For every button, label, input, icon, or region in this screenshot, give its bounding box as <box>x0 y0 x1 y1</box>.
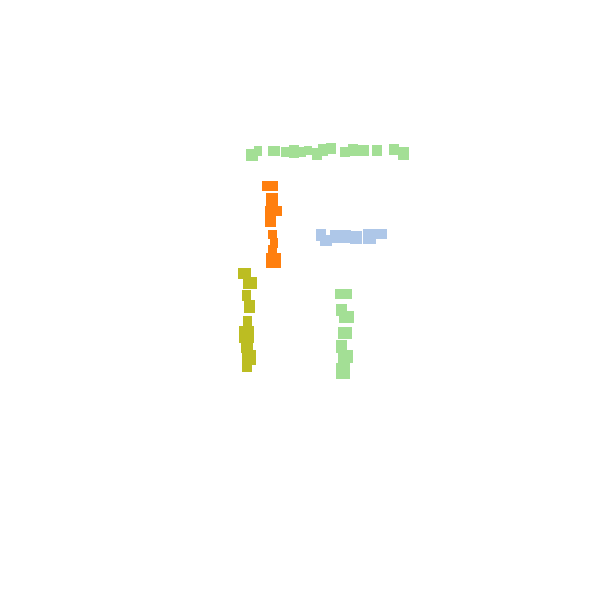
stroke-segment <box>335 289 352 299</box>
stroke-segment <box>243 316 252 328</box>
stroke-segment <box>338 350 353 363</box>
stroke-segment <box>326 143 336 154</box>
stroke-segment <box>350 231 362 244</box>
stroke-segment <box>330 230 341 243</box>
stroke-segment <box>238 268 251 279</box>
stroke-segment <box>336 304 347 316</box>
stroke-segment <box>289 145 299 158</box>
stroke-orange <box>262 181 282 268</box>
stroke-segment <box>348 144 358 156</box>
stroke-segment <box>339 311 354 323</box>
stroke-segment <box>268 245 277 253</box>
stroke-segment <box>239 326 254 343</box>
stroke-segment <box>265 206 282 216</box>
stroke-segment <box>338 327 352 339</box>
stroke-segment <box>266 253 281 268</box>
stroke-segment <box>357 145 369 156</box>
stroke-segment <box>389 144 399 155</box>
stroke-olive <box>238 268 257 372</box>
stroke-segment <box>242 362 252 372</box>
stroke-segment <box>266 193 278 207</box>
stroke-segment <box>339 230 351 243</box>
stroke-segment <box>336 363 350 379</box>
stroke-segment <box>242 290 251 301</box>
stroke-segment <box>268 230 277 239</box>
stroke-segment <box>265 214 276 227</box>
stroke-segment <box>244 300 255 313</box>
stroke-segment <box>243 277 257 289</box>
stroke-segment <box>297 147 306 157</box>
stroke-segment <box>304 146 312 155</box>
stroke-blue <box>316 229 387 246</box>
stroke-segment <box>254 146 262 156</box>
stroke-green-bottom <box>335 289 354 379</box>
stroke-segment <box>340 147 350 157</box>
stroke-segment <box>318 144 328 156</box>
stroke-segment <box>281 147 290 157</box>
stroke-segment <box>398 147 409 160</box>
stroke-segment <box>270 238 278 248</box>
stroke-segment <box>320 235 332 246</box>
stroke-segment <box>372 145 382 156</box>
stroke-segment <box>336 340 347 353</box>
stroke-segment <box>242 350 256 365</box>
stroke-segment <box>312 148 322 160</box>
stroke-segment <box>363 229 376 244</box>
stroke-segment <box>262 181 278 191</box>
stroke-segment <box>376 229 387 239</box>
stroke-green-top <box>246 143 409 161</box>
stroke-segment <box>268 146 280 156</box>
